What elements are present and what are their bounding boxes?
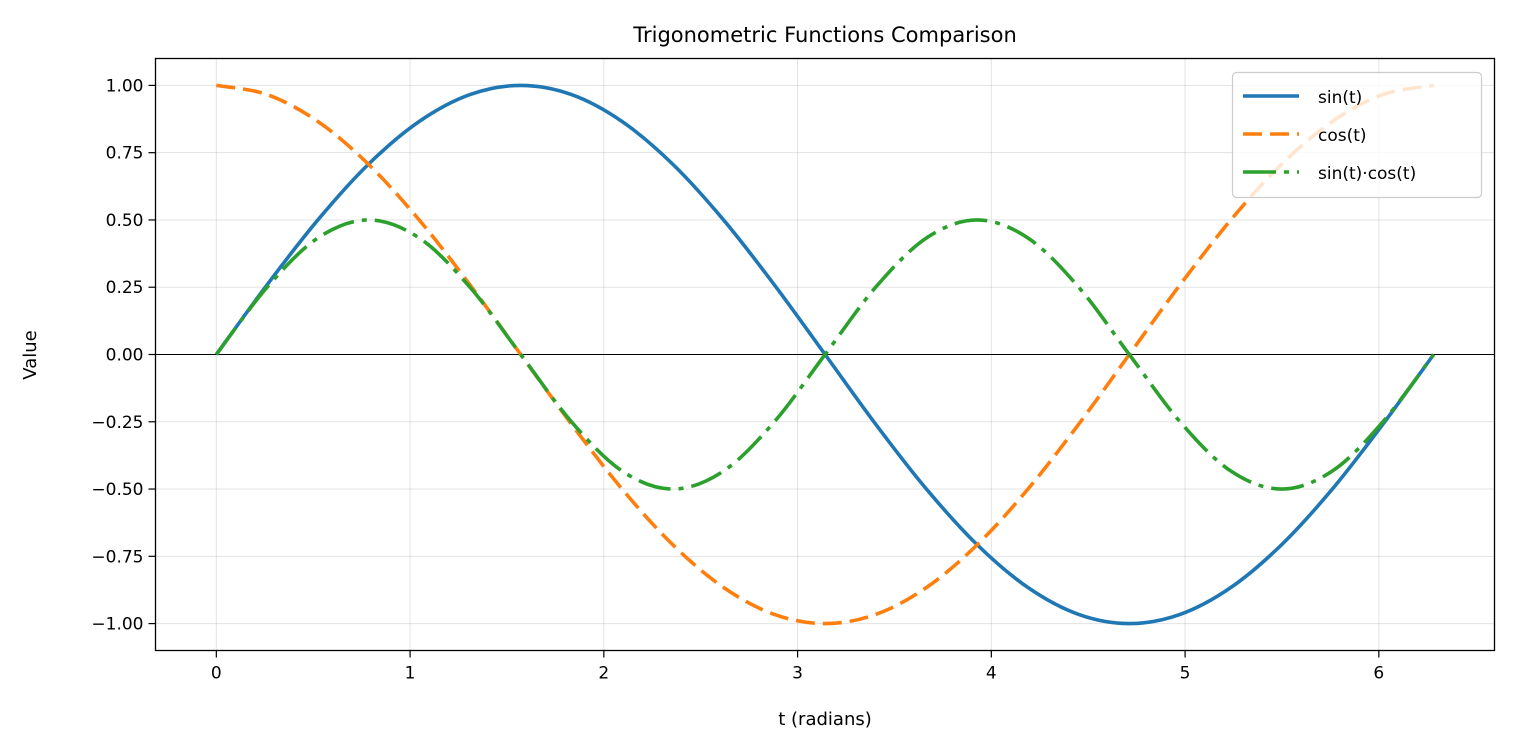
y-tick-label: −0.50	[91, 480, 143, 500]
x-axis-label: t (radians)	[778, 709, 872, 730]
x-tick-label: 4	[986, 664, 997, 684]
chart-title: Trigonometric Functions Comparison	[632, 23, 1017, 47]
legend: sin(t) cos(t) sin(t)·cos(t)	[1231, 71, 1483, 199]
y-tick-label: 0.75	[106, 144, 144, 164]
series-line-2	[214, 218, 1436, 491]
plot-area	[214, 83, 1436, 626]
x-tick-label: 5	[1180, 664, 1191, 684]
series-line-1	[216, 83, 1434, 626]
y-tick-label: 1.00	[106, 76, 144, 96]
y-tick-label: 0.00	[106, 346, 144, 366]
x-tick-label: 1	[405, 664, 416, 684]
y-tick-label: −1.00	[91, 615, 143, 635]
y-tick-label: 0.25	[106, 278, 144, 298]
legend-box	[1231, 71, 1483, 199]
legend-label: cos(t)	[1318, 126, 1367, 146]
y-tick-label: −0.75	[91, 547, 143, 567]
legend-label: sin(t)	[1318, 88, 1362, 108]
x-tick-label: 3	[792, 664, 803, 684]
x-tick-label: 2	[598, 664, 609, 684]
y-tick-label: −0.25	[91, 413, 143, 433]
y-tick-label: 0.50	[106, 211, 144, 231]
y-axis-label: Value	[20, 330, 41, 379]
ticks: 0 1 2 3 4 5 6 1.00 0.75 0.50 0.25 0.00 −0.25 −0.50 −0.…	[91, 76, 1384, 683]
x-tick-label: 6	[1373, 664, 1384, 684]
legend-label: sin(t)·cos(t)	[1318, 164, 1416, 184]
x-tick-label: 0	[211, 664, 222, 684]
